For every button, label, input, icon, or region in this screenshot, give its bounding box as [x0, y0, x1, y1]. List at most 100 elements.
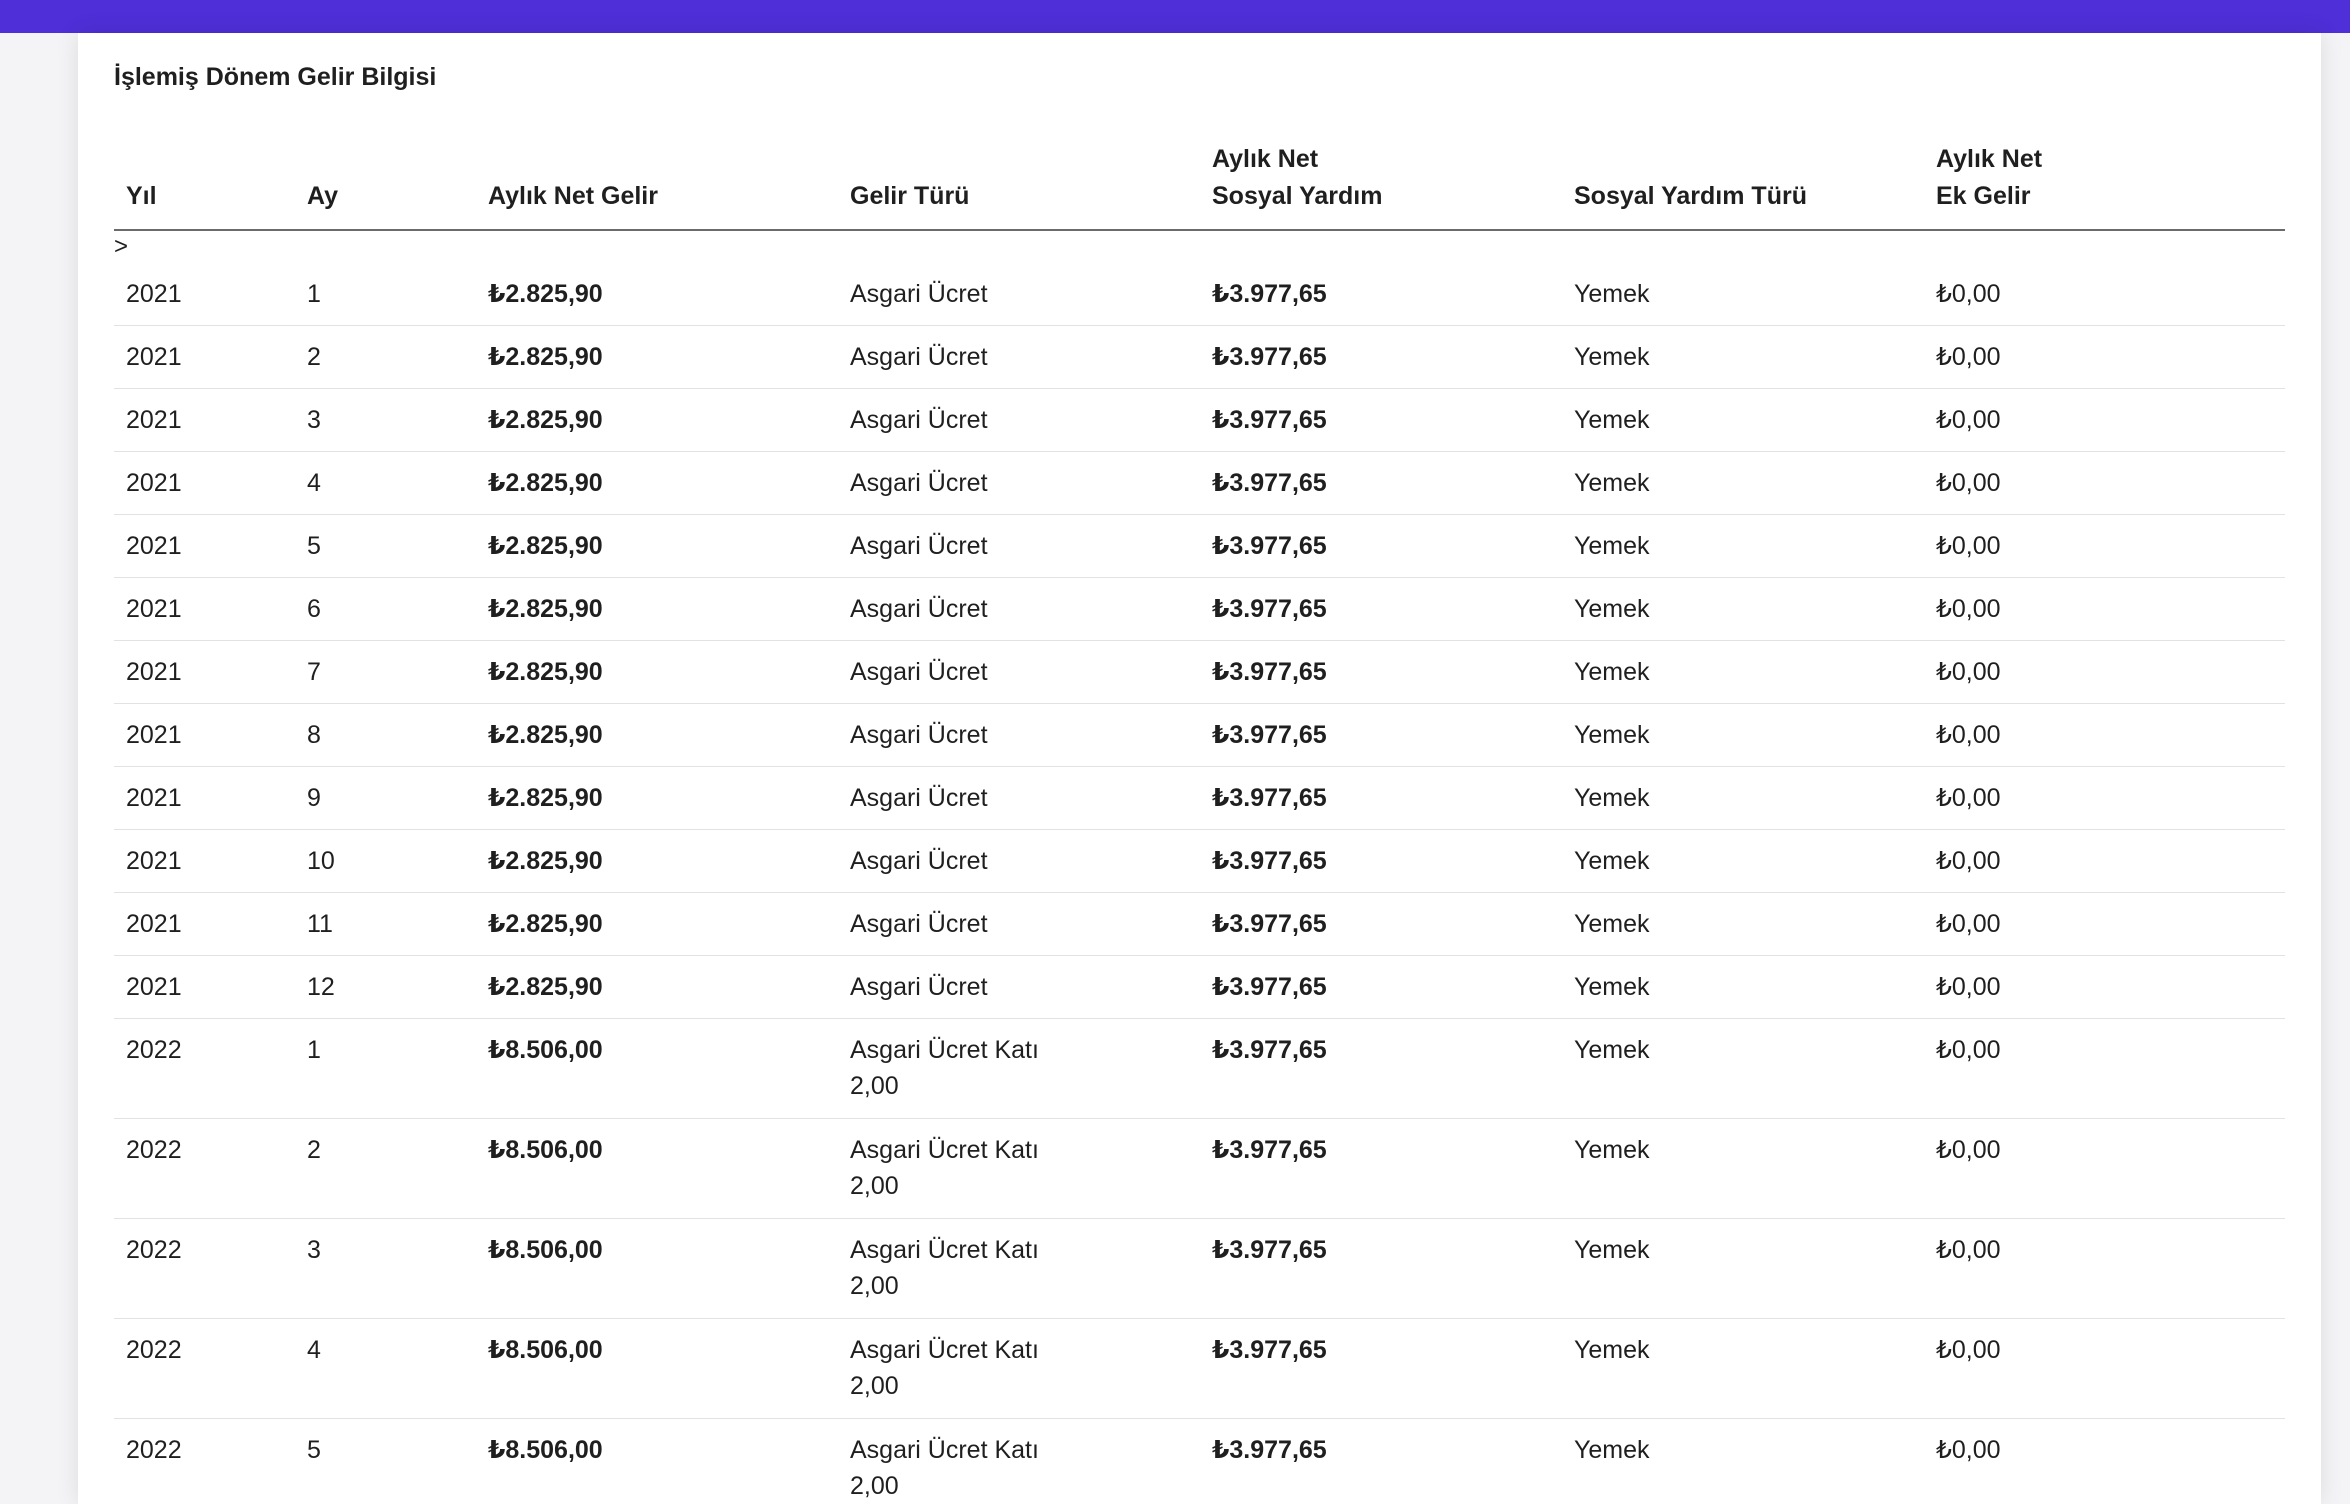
cell-aylik-net-gelir: ₺2.825,90: [488, 973, 603, 1001]
column-header-ay: Ay: [307, 182, 339, 210]
table-row: 2021 8 ₺2.825,90 Asgari Ücret ₺3.977,65 Yemek…: [114, 704, 2285, 767]
cell-aylik-net-ek-gelir: ₺0,00: [1936, 595, 2001, 623]
top-bar: [0, 0, 2350, 33]
cell-aylik-net-gelir: ₺2.825,90: [488, 595, 603, 623]
cell-aylik-net-sosyal-yardim: ₺3.977,65: [1212, 658, 1327, 686]
cell-ay: 2: [307, 343, 321, 371]
column-header-aylik-net-sosyal-yardim: Aylık Net Sosyal Yardım: [1212, 145, 1383, 210]
cell-aylik-net-sosyal-yardim: ₺3.977,65: [1212, 784, 1327, 812]
cell-aylik-net-gelir: ₺2.825,90: [488, 721, 603, 749]
cell-gelir-turu: Asgari Ücret: [850, 721, 988, 749]
cell-yil: 2022: [126, 1036, 182, 1064]
cell-sosyal-yardim-turu: Yemek: [1574, 784, 1650, 812]
cell-aylik-net-gelir: ₺2.825,90: [488, 847, 603, 875]
cell-aylik-net-ek-gelir: ₺0,00: [1936, 910, 2001, 938]
income-table: Yıl Ay Aylık Net Gelir Gelir Türü Aylık …: [114, 113, 2285, 1504]
table-row: 2021 6 ₺2.825,90 Asgari Ücret ₺3.977,65 Yemek…: [114, 578, 2285, 641]
cell-gelir-turu: Asgari Ücret: [850, 973, 988, 1001]
cell-aylik-net-ek-gelir: ₺0,00: [1936, 721, 2001, 749]
cell-aylik-net-ek-gelir: ₺0,00: [1936, 1236, 2001, 1264]
cell-aylik-net-sosyal-yardim: ₺3.977,65: [1212, 595, 1327, 623]
cell-gelir-turu: Asgari Ücret: [850, 784, 988, 812]
cell-aylik-net-gelir: ₺2.825,90: [488, 406, 603, 434]
cell-aylik-net-ek-gelir: ₺0,00: [1936, 532, 2001, 560]
cell-sosyal-yardim-turu: Yemek: [1574, 847, 1650, 875]
cell-gelir-turu: Asgari Ücret: [850, 658, 988, 686]
cell-aylik-net-gelir: ₺2.825,90: [488, 658, 603, 686]
cell-yil: 2021: [126, 910, 182, 938]
section-title: İşlemiş Dönem Gelir Bilgisi: [114, 63, 437, 91]
cell-ay: 3: [307, 1236, 321, 1264]
cell-aylik-net-gelir: ₺8.506,00: [488, 1136, 603, 1164]
cell-ay: 10: [307, 847, 335, 875]
column-header-sosyal-yardim-turu: Sosyal Yardım Türü: [1574, 182, 1807, 210]
cell-aylik-net-ek-gelir: ₺0,00: [1936, 1036, 2001, 1064]
column-header-yil: Yıl: [126, 182, 157, 210]
cell-ay: 4: [307, 1336, 321, 1364]
table-row: 2021 1 ₺2.825,90 Asgari Ücret ₺3.977,65 Yemek…: [114, 263, 2285, 326]
cell-aylik-net-sosyal-yardim: ₺3.977,65: [1212, 1336, 1327, 1364]
income-panel: İşlemiş Dönem Gelir Bilgisi Yıl Ay Aylık…: [78, 33, 2321, 1504]
cell-aylik-net-gelir: ₺2.825,90: [488, 280, 603, 308]
cell-aylik-net-ek-gelir: ₺0,00: [1936, 658, 2001, 686]
cell-aylik-net-sosyal-yardim: ₺3.977,65: [1212, 1036, 1327, 1064]
cell-aylik-net-gelir: ₺8.506,00: [488, 1236, 603, 1264]
cell-aylik-net-ek-gelir: ₺0,00: [1936, 1436, 2001, 1464]
cell-yil: 2021: [126, 847, 182, 875]
cell-aylik-net-sosyal-yardim: ₺3.977,65: [1212, 910, 1327, 938]
cell-aylik-net-ek-gelir: ₺0,00: [1936, 847, 2001, 875]
table-row: 2021 11 ₺2.825,90 Asgari Ücret ₺3.977,65 Yeme…: [114, 893, 2285, 956]
cell-aylik-net-gelir: ₺2.825,90: [488, 343, 603, 371]
cell-ay: 1: [307, 1036, 321, 1064]
cell-ay: 1: [307, 280, 321, 308]
cell-aylik-net-sosyal-yardim: ₺3.977,65: [1212, 280, 1327, 308]
cell-aylik-net-ek-gelir: ₺0,00: [1936, 1136, 2001, 1164]
cell-gelir-turu: Asgari Ücret: [850, 595, 988, 623]
cell-gelir-turu: Asgari Ücret Katı 2,00: [850, 1036, 1039, 1100]
cell-yil: 2021: [126, 973, 182, 1001]
cell-aylik-net-ek-gelir: ₺0,00: [1936, 406, 2001, 434]
cell-gelir-turu: Asgari Ücret Katı 2,00: [850, 1136, 1039, 1200]
cell-aylik-net-ek-gelir: ₺0,00: [1936, 280, 2001, 308]
table-row: 2022 5 ₺8.506,00 Asgari Ücret Katı 2,00 ₺3.9…: [114, 1419, 2285, 1504]
table-row: 2021 7 ₺2.825,90 Asgari Ücret ₺3.977,65 Yemek…: [114, 641, 2285, 704]
cell-yil: 2021: [126, 721, 182, 749]
row-expander-toggle[interactable]: >: [114, 233, 129, 260]
cell-aylik-net-sosyal-yardim: ₺3.977,65: [1212, 343, 1327, 371]
cell-aylik-net-sosyal-yardim: ₺3.977,65: [1212, 469, 1327, 497]
cell-aylik-net-gelir: ₺2.825,90: [488, 532, 603, 560]
cell-sosyal-yardim-turu: Yemek: [1574, 721, 1650, 749]
cell-sosyal-yardim-turu: Yemek: [1574, 658, 1650, 686]
cell-gelir-turu: Asgari Ücret Katı 2,00: [850, 1236, 1039, 1300]
cell-gelir-turu: Asgari Ücret: [850, 343, 988, 371]
table-row: 2021 4 ₺2.825,90 Asgari Ücret ₺3.977,65 Yemek…: [114, 452, 2285, 515]
cell-ay: 6: [307, 595, 321, 623]
cell-yil: 2022: [126, 1136, 182, 1164]
table-header: Yıl Ay Aylık Net Gelir Gelir Türü Aylık …: [114, 113, 2285, 231]
cell-aylik-net-gelir: ₺8.506,00: [488, 1436, 603, 1464]
cell-sosyal-yardim-turu: Yemek: [1574, 1336, 1650, 1364]
cell-yil: 2021: [126, 532, 182, 560]
cell-ay: 5: [307, 532, 321, 560]
cell-yil: 2022: [126, 1336, 182, 1364]
cell-aylik-net-sosyal-yardim: ₺3.977,65: [1212, 1136, 1327, 1164]
table-row: 2021 5 ₺2.825,90 Asgari Ücret ₺3.977,65 Yemek…: [114, 515, 2285, 578]
cell-yil: 2022: [126, 1436, 182, 1464]
table-row: 2021 3 ₺2.825,90 Asgari Ücret ₺3.977,65 Yemek…: [114, 389, 2285, 452]
cell-gelir-turu: Asgari Ücret: [850, 847, 988, 875]
cell-gelir-turu: Asgari Ücret: [850, 532, 988, 560]
cell-aylik-net-ek-gelir: ₺0,00: [1936, 1336, 2001, 1364]
cell-aylik-net-sosyal-yardim: ₺3.977,65: [1212, 406, 1327, 434]
cell-yil: 2021: [126, 595, 182, 623]
cell-aylik-net-ek-gelir: ₺0,00: [1936, 784, 2001, 812]
cell-sosyal-yardim-turu: Yemek: [1574, 595, 1650, 623]
cell-ay: 2: [307, 1136, 321, 1164]
cell-sosyal-yardim-turu: Yemek: [1574, 910, 1650, 938]
cell-yil: 2021: [126, 469, 182, 497]
cell-gelir-turu: Asgari Ücret: [850, 280, 988, 308]
table-row: 2021 12 ₺2.825,90 Asgari Ücret ₺3.977,65 Yeme…: [114, 956, 2285, 1019]
cell-gelir-turu: Asgari Ücret Katı 2,00: [850, 1436, 1039, 1500]
cell-sosyal-yardim-turu: Yemek: [1574, 1036, 1650, 1064]
cell-sosyal-yardim-turu: Yemek: [1574, 469, 1650, 497]
cell-aylik-net-gelir: ₺8.506,00: [488, 1336, 603, 1364]
